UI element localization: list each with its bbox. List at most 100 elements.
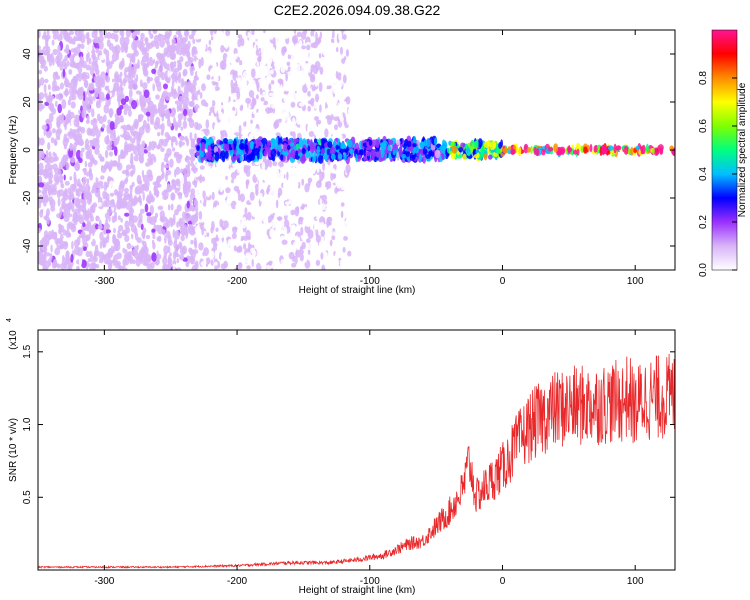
heatmap-cell [340,46,343,55]
heatmap-cell [346,119,352,125]
heatmap-cell [174,169,177,178]
heatmap-cell [70,63,76,68]
heatmap-cell [134,41,138,49]
heatmap-cell [249,191,255,201]
heatmap-cell [128,88,133,99]
heatmap-cell [261,215,267,222]
heatmap-cell [176,102,180,113]
heatmap-cell [82,222,86,228]
heatmap-cell [315,50,319,60]
heatmap-cell [260,147,263,154]
heatmap-cell [164,109,171,119]
heatmap-cell [97,74,101,84]
heatmap-cell [252,227,259,232]
heatmap-cell [278,145,282,153]
heatmap-cell [66,222,70,231]
heatmap-cell [406,146,413,152]
heatmap-cell [108,81,114,92]
heatmap-cell [301,55,306,64]
heatmap-cell [130,152,134,162]
heatmap-cell [392,149,396,156]
heatmap-cell [118,62,124,70]
heatmap-cell [334,226,341,233]
heatmap-cell [119,78,123,84]
heatmap-cell [106,233,110,240]
heatmap-cell [138,219,143,224]
heatmap-cell [298,102,305,107]
heatmap-cell [205,108,210,116]
heatmap-cell [280,259,286,264]
heatmap-cell [412,143,417,148]
heatmap-cell [130,138,136,144]
heatmap-cell [269,228,275,238]
heatmap-cell [122,247,126,254]
heatmap-cell [64,122,67,131]
heatmap-cell [141,169,145,178]
heatmap-cell [125,201,131,211]
heatmap-cell [129,62,132,68]
heatmap-cell [109,109,113,119]
heatmap-cell [84,183,90,193]
heatmap-cell [338,31,343,41]
heatmap-cell [52,163,58,171]
heatmap-cell [205,173,208,182]
heatmap-cell [262,91,266,98]
heatmap-cell [163,189,168,194]
heatmap-cell [238,143,244,150]
heatmap-cell [213,30,217,35]
heatmap-cell [307,249,311,255]
snr-scale-base: (x10 [8,330,19,350]
heatmap-cell [227,128,231,138]
heatmap-cell [287,182,292,192]
heatmap-cell [78,157,83,164]
heatmap-cell [406,151,410,158]
heatmap-cell [284,110,290,118]
heatmap-cell [418,154,423,162]
heatmap-cell [42,190,48,198]
heatmap-cell [131,233,134,240]
heatmap-cell [80,185,86,194]
heatmap-cell [280,57,284,65]
heatmap-cell [46,30,50,36]
heatmap-cell [347,139,353,148]
y-tick-label: 0 [22,147,33,153]
heatmap-cell [337,153,343,160]
heatmap-cell [215,218,221,226]
heatmap-cell [50,244,53,253]
heatmap-cell [298,87,302,95]
heatmap-cell [334,83,341,90]
heatmap-cell [80,43,85,50]
heatmap-cell [239,105,243,112]
heatmap-cell [313,223,319,230]
heatmap-cell [342,246,346,253]
heatmap-cell [294,235,300,245]
heatmap-cell [177,30,182,38]
heatmap-cell [203,247,210,257]
heatmap-cell [283,31,289,40]
heatmap-cell [89,139,93,144]
heatmap-cell [190,162,195,167]
heatmap-cell [85,102,91,111]
heatmap-cell [203,223,208,230]
heatmap-cell [65,161,69,171]
heatmap-cell [55,100,58,108]
heatmap-cell [324,252,328,258]
heatmap-cell [204,102,209,108]
heatmap-cell [125,124,131,131]
heatmap-cell [147,77,154,82]
heatmap-cell [223,220,229,230]
heatmap-cell [178,192,182,200]
heatmap-cell [182,120,188,129]
heatmap-cell [86,44,93,53]
heatmap-cell [75,160,80,171]
heatmap-cell [279,106,283,113]
heatmap-cell [314,81,319,87]
heatmap-cell [319,198,323,207]
heatmap-cell [210,112,214,120]
heatmap-cell [105,75,111,83]
heatmap-cell [645,143,649,153]
heatmap-cell [65,44,70,54]
heatmap-cell [73,212,79,221]
heatmap-cell [117,200,121,206]
heatmap-cell [145,124,151,134]
